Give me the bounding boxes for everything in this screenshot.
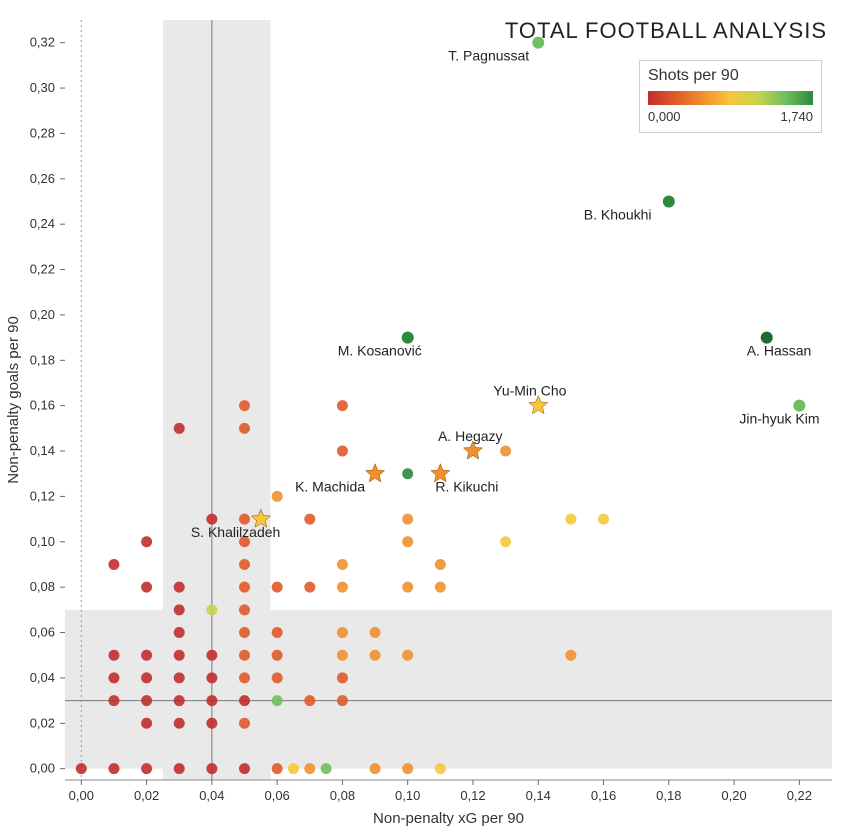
color-legend: Shots per 90 0,000 1,740 — [639, 60, 822, 133]
brand-label: Total Football Analysis — [505, 18, 827, 44]
legend-max: 1,740 — [780, 109, 813, 124]
svg-text:0,06: 0,06 — [30, 625, 55, 640]
svg-text:0,04: 0,04 — [199, 788, 224, 803]
svg-text:0,28: 0,28 — [30, 125, 55, 140]
svg-text:0,08: 0,08 — [330, 788, 355, 803]
svg-text:0,06: 0,06 — [264, 788, 289, 803]
legend-min: 0,000 — [648, 109, 681, 124]
svg-text:0,22: 0,22 — [30, 262, 55, 277]
svg-text:0,14: 0,14 — [30, 443, 55, 458]
svg-text:0,04: 0,04 — [30, 670, 55, 685]
svg-text:Yu-Min Cho: Yu-Min Cho — [493, 383, 566, 399]
svg-text:0,12: 0,12 — [30, 488, 55, 503]
svg-text:0,20: 0,20 — [30, 307, 55, 322]
svg-text:0,16: 0,16 — [591, 788, 616, 803]
svg-text:0,14: 0,14 — [526, 788, 551, 803]
svg-text:0,00: 0,00 — [30, 761, 55, 776]
svg-text:0,02: 0,02 — [134, 788, 159, 803]
svg-text:0,12: 0,12 — [460, 788, 485, 803]
scatter-chart: Total Football Analysis Shots per 90 0,0… — [0, 0, 847, 835]
svg-text:0,26: 0,26 — [30, 171, 55, 186]
svg-text:M. Kosanović: M. Kosanović — [338, 343, 422, 359]
svg-text:B. Khoukhi: B. Khoukhi — [584, 206, 652, 222]
svg-text:0,18: 0,18 — [656, 788, 681, 803]
svg-text:0,10: 0,10 — [30, 534, 55, 549]
svg-text:0,18: 0,18 — [30, 352, 55, 367]
legend-gradient — [648, 91, 813, 105]
svg-text:0,30: 0,30 — [30, 80, 55, 95]
svg-text:0,16: 0,16 — [30, 398, 55, 413]
svg-text:0,24: 0,24 — [30, 216, 55, 231]
svg-text:0,32: 0,32 — [30, 35, 55, 50]
svg-text:T. Pagnussat: T. Pagnussat — [448, 48, 529, 64]
svg-text:Non-penalty xG per 90: Non-penalty xG per 90 — [373, 810, 524, 827]
legend-title: Shots per 90 — [648, 67, 813, 85]
svg-text:A. Hegazy: A. Hegazy — [438, 428, 503, 444]
svg-text:Jin-hyuk Kim: Jin-hyuk Kim — [739, 411, 819, 427]
svg-text:0,02: 0,02 — [30, 715, 55, 730]
svg-text:0,08: 0,08 — [30, 579, 55, 594]
svg-text:0,10: 0,10 — [395, 788, 420, 803]
svg-text:S. Khalilzadeh: S. Khalilzadeh — [191, 524, 281, 540]
svg-text:0,22: 0,22 — [787, 788, 812, 803]
svg-text:0,00: 0,00 — [69, 788, 94, 803]
svg-text:R. Kikuchi: R. Kikuchi — [435, 479, 498, 495]
svg-text:K. Machida: K. Machida — [295, 479, 365, 495]
svg-text:Non-penalty goals per 90: Non-penalty goals per 90 — [5, 316, 22, 484]
svg-text:A. Hassan: A. Hassan — [747, 343, 812, 359]
svg-text:0,20: 0,20 — [721, 788, 746, 803]
